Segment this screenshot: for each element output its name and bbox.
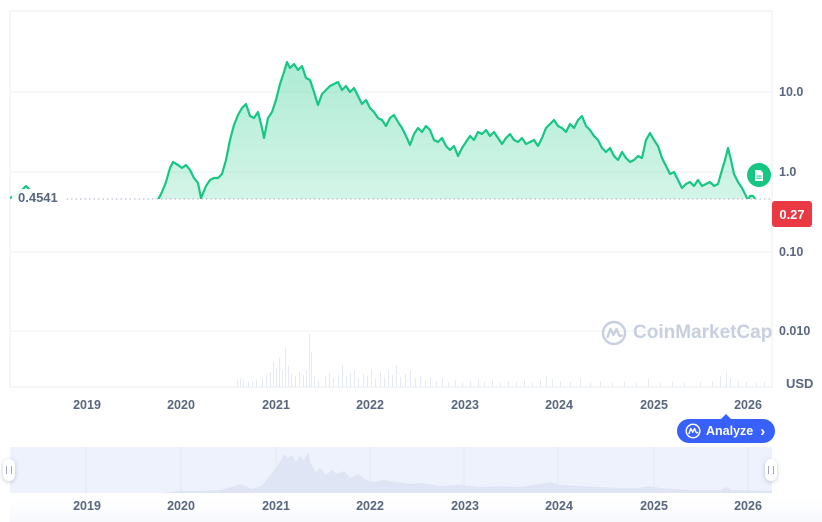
coinmarketcap-logo-icon	[685, 423, 701, 439]
reference-price-label: 0.4541	[12, 189, 64, 206]
navigator[interactable]	[10, 447, 772, 493]
x-tick-2024: 2024	[545, 398, 573, 412]
x-tick-2021: 2021	[262, 398, 290, 412]
x-tick-2023: 2023	[451, 398, 479, 412]
current-price-badge: 0.27	[772, 201, 812, 227]
document-icon	[755, 169, 763, 181]
x-tick-2020: 2020	[167, 398, 195, 412]
nav-tick-2020: 2020	[167, 499, 195, 513]
nav-tick-2021: 2021	[262, 499, 290, 513]
coinmarketcap-watermark: CoinMarketCap	[601, 320, 772, 346]
analyze-button[interactable]: Analyze ›	[677, 414, 776, 443]
y-tick-10: 10.0	[779, 85, 804, 99]
y-tick-1: 1.0	[779, 165, 797, 179]
grip-icon	[768, 466, 774, 474]
volume-bars	[237, 334, 765, 387]
x-tick-2026: 2026	[734, 398, 762, 412]
nav-tick-2026: 2026	[734, 499, 762, 513]
price-line	[10, 60, 772, 285]
navigator-left-handle[interactable]	[3, 459, 15, 481]
grip-icon	[6, 466, 12, 474]
notes-button[interactable]	[747, 163, 771, 187]
nav-tick-2022: 2022	[356, 499, 384, 513]
nav-tick-2025: 2025	[640, 499, 668, 513]
x-tick-2025: 2025	[640, 398, 668, 412]
currency-unit-label: USD	[786, 376, 814, 391]
x-tick-2022: 2022	[356, 398, 384, 412]
nav-tick-2019: 2019	[73, 499, 101, 513]
price-area	[10, 62, 772, 285]
x-tick-2019: 2019	[73, 398, 101, 412]
y-tick-0-1: 0.10	[779, 245, 804, 259]
nav-tick-2023: 2023	[451, 499, 479, 513]
analyze-label: Analyze	[706, 424, 754, 438]
watermark-text: CoinMarketCap	[633, 322, 773, 343]
nav-tick-2024: 2024	[545, 499, 573, 513]
coinmarketcap-logo-icon	[601, 320, 627, 346]
y-tick-0-01: 0.010	[779, 324, 811, 338]
navigator-right-handle[interactable]	[765, 459, 777, 481]
chevron-right-icon: ›	[760, 422, 766, 440]
